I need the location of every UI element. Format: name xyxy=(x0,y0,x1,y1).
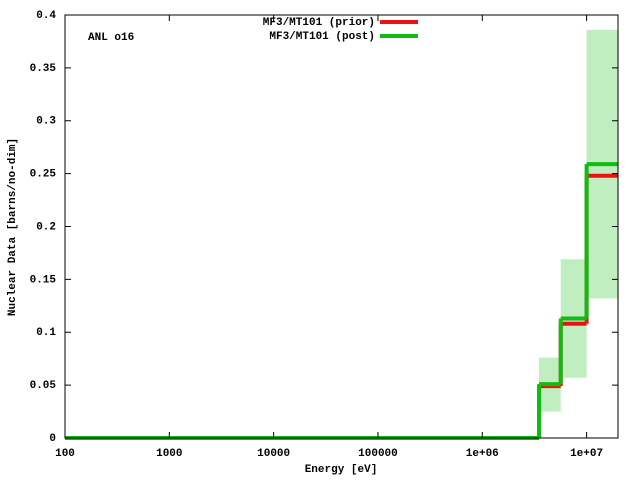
legend-label: MF3/MT101 (post) xyxy=(269,31,375,43)
y-tick-label: 0.25 xyxy=(30,169,57,181)
y-tick-label: 0.1 xyxy=(36,327,56,339)
y-tick-label: 0.3 xyxy=(36,116,56,128)
annotation: ANL o16 xyxy=(88,32,134,44)
y-tick-label: 0.35 xyxy=(30,63,57,75)
y-tick-label: 0.2 xyxy=(36,221,56,233)
y-tick-label: 0.4 xyxy=(36,10,56,22)
y-tick-label: 0 xyxy=(49,433,56,445)
x-axis-label: Energy [eV] xyxy=(305,464,378,476)
y-tick-label: 0.05 xyxy=(30,380,57,392)
legend-label: MF3/MT101 (prior) xyxy=(263,17,375,29)
y-tick-label: 0.15 xyxy=(30,274,57,286)
x-tick-label: 1e+07 xyxy=(570,448,603,460)
y-axis-label: Nuclear Data [barns/no-dim] xyxy=(7,138,19,316)
x-tick-label: 1e+06 xyxy=(466,448,499,460)
x-tick-label: 10000 xyxy=(257,448,290,460)
x-tick-label: 100 xyxy=(55,448,75,460)
plot-border xyxy=(64,14,619,439)
x-tick-label: 100000 xyxy=(358,448,398,460)
x-tick-label: 1000 xyxy=(156,448,182,460)
